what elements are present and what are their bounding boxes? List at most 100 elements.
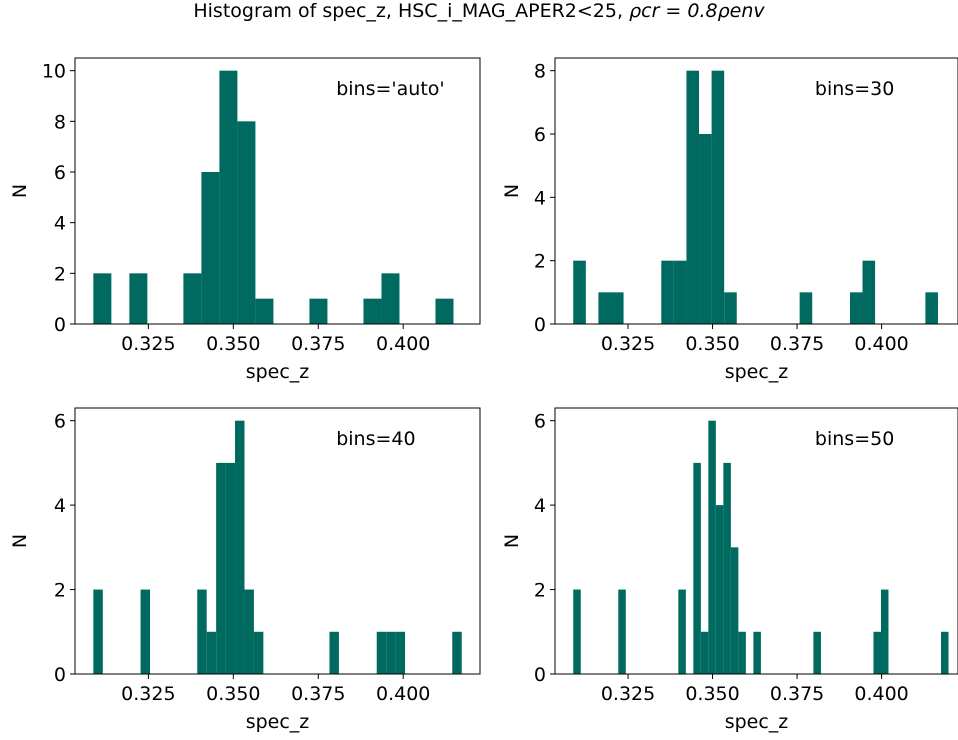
y-tick-label: 2 (54, 263, 66, 285)
histogram-bar (925, 292, 938, 324)
histogram-bar (730, 547, 739, 674)
y-axis-label: N (9, 184, 31, 198)
bins-annotation: bins=50 (815, 428, 894, 450)
y-tick-label: 6 (534, 411, 546, 433)
axes-frame (554, 57, 958, 325)
y-axis-label: N (501, 534, 523, 548)
histogram-bar (216, 462, 226, 674)
y-axis-label: N (501, 184, 523, 198)
histogram-bar (799, 292, 813, 324)
x-tick-label: 0.375 (291, 333, 345, 355)
histogram-bar (197, 589, 207, 674)
histogram-bar (941, 631, 949, 674)
x-tick-label: 0.325 (121, 683, 175, 705)
histogram-bar (673, 260, 687, 324)
histogram-bar (93, 589, 103, 674)
histogram-bar (386, 631, 396, 674)
y-tick-label: 10 (42, 61, 66, 83)
histogram-bar (678, 589, 686, 674)
histogram-bar (219, 70, 238, 325)
figure-title-text: Histogram of spec_z, HSC_i_MAG_APER2<25, (193, 0, 629, 22)
y-tick-label: 2 (534, 580, 546, 602)
y-tick-label: 4 (534, 495, 546, 517)
y-tick-label: 2 (54, 580, 66, 602)
x-tick-label: 0.350 (685, 333, 739, 355)
histogram-bar (686, 70, 700, 325)
y-tick-label: 0 (54, 664, 66, 686)
histogram-bar (573, 260, 586, 324)
x-tick-label: 0.400 (854, 683, 908, 705)
y-tick-label: 8 (54, 111, 66, 133)
histogram-bar (573, 589, 581, 674)
histogram-bar (598, 292, 611, 324)
histogram-bar (435, 298, 454, 324)
histogram-bar (329, 631, 339, 674)
y-tick-label: 6 (54, 162, 66, 184)
histogram-bar (723, 462, 731, 674)
histogram-bar (661, 260, 674, 324)
y-tick-label: 0 (534, 314, 546, 336)
y-tick-label: 6 (54, 411, 66, 433)
axes-frame (554, 407, 958, 675)
histogram-bar (738, 631, 746, 674)
histogram-bar (235, 420, 245, 674)
x-tick-label: 0.375 (770, 683, 824, 705)
histogram-bar (880, 589, 889, 674)
histogram-bar (699, 134, 712, 324)
figure-title-math: ρcr = 0.8ρenv (629, 0, 765, 22)
histogram-bar (753, 631, 761, 674)
x-axis-label: spec_z (246, 361, 310, 383)
histogram-bar (610, 292, 624, 324)
x-axis-label: spec_z (725, 361, 789, 383)
x-tick-label: 0.325 (601, 683, 655, 705)
histogram-bar (129, 273, 148, 324)
histogram-bar (715, 505, 724, 674)
histogram-bar (724, 292, 737, 324)
histogram-bar (206, 631, 217, 674)
axes-frame (74, 407, 481, 675)
y-tick-label: 6 (534, 124, 546, 146)
histogram-bar (381, 273, 400, 324)
x-tick-label: 0.350 (685, 683, 739, 705)
y-axis-label: N (9, 534, 31, 548)
x-tick-label: 0.350 (206, 333, 260, 355)
y-tick-label: 2 (534, 251, 546, 273)
axes-frame (74, 57, 481, 325)
x-axis-label: spec_z (246, 711, 310, 733)
histogram-bar (813, 631, 821, 674)
y-tick-label: 0 (54, 314, 66, 336)
histogram-bar (253, 631, 264, 674)
x-tick-label: 0.400 (376, 683, 430, 705)
histogram-bar (376, 631, 387, 674)
x-tick-label: 0.400 (854, 333, 908, 355)
histogram-bar (849, 292, 863, 324)
x-tick-label: 0.375 (770, 333, 824, 355)
histogram-bar (183, 273, 202, 324)
bins-annotation: bins=30 (815, 78, 894, 100)
bins-annotation: bins=40 (336, 428, 415, 450)
histogram-bar (708, 420, 716, 674)
y-tick-label: 4 (54, 213, 66, 235)
histogram-bar (700, 631, 709, 674)
y-tick-label: 0 (534, 664, 546, 686)
figure-title: Histogram of spec_z, HSC_i_MAG_APER2<25,… (193, 0, 765, 22)
x-tick-label: 0.375 (291, 683, 345, 705)
histogram-bar (255, 298, 274, 324)
histogram-bar (93, 273, 112, 324)
histogram-bar (693, 462, 701, 674)
x-axis-label: spec_z (725, 711, 789, 733)
x-tick-label: 0.325 (121, 333, 175, 355)
histogram-bar (873, 631, 881, 674)
x-tick-label: 0.325 (601, 333, 655, 355)
histogram-bar (452, 631, 462, 674)
subplot-1: 0.325 0.350 0.375 0.400 0 2 4 6 8 10 spec_z Nbins='… (9, 57, 481, 383)
histogram-bar (309, 298, 328, 324)
x-tick-label: 0.400 (376, 333, 430, 355)
y-tick-label: 4 (54, 495, 66, 517)
histogram-bar (140, 589, 151, 674)
histogram-bar (237, 121, 256, 324)
